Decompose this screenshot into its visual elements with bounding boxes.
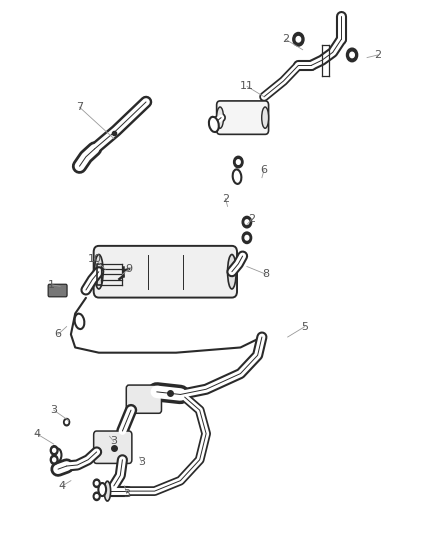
Circle shape bbox=[233, 156, 243, 168]
Ellipse shape bbox=[233, 169, 241, 184]
Text: 11: 11 bbox=[240, 82, 254, 91]
Circle shape bbox=[93, 492, 100, 500]
Ellipse shape bbox=[104, 481, 111, 501]
Text: 6: 6 bbox=[55, 329, 61, 340]
Circle shape bbox=[93, 479, 100, 488]
Ellipse shape bbox=[99, 483, 106, 496]
Ellipse shape bbox=[209, 117, 219, 132]
Circle shape bbox=[245, 220, 249, 224]
Ellipse shape bbox=[217, 107, 223, 128]
FancyBboxPatch shape bbox=[94, 431, 132, 463]
Ellipse shape bbox=[95, 254, 103, 289]
Text: 9: 9 bbox=[125, 264, 132, 274]
Text: 4: 4 bbox=[59, 481, 66, 491]
Circle shape bbox=[296, 37, 300, 42]
Circle shape bbox=[53, 458, 56, 462]
FancyBboxPatch shape bbox=[126, 385, 162, 413]
Circle shape bbox=[64, 418, 70, 426]
Text: 5: 5 bbox=[301, 321, 308, 332]
Text: 3: 3 bbox=[138, 457, 145, 467]
Text: 3: 3 bbox=[123, 489, 130, 499]
Text: 4: 4 bbox=[33, 429, 40, 439]
Circle shape bbox=[293, 33, 304, 46]
Circle shape bbox=[237, 160, 240, 164]
Circle shape bbox=[50, 446, 58, 455]
Text: 3: 3 bbox=[110, 437, 117, 447]
Circle shape bbox=[50, 455, 58, 464]
Circle shape bbox=[95, 495, 98, 498]
Text: 2: 2 bbox=[374, 50, 381, 60]
Ellipse shape bbox=[54, 449, 61, 462]
Text: 3: 3 bbox=[50, 405, 57, 415]
Text: 1: 1 bbox=[48, 280, 55, 290]
Ellipse shape bbox=[262, 107, 268, 128]
Circle shape bbox=[53, 448, 56, 452]
Circle shape bbox=[95, 482, 98, 485]
Circle shape bbox=[245, 236, 249, 240]
Circle shape bbox=[242, 216, 251, 228]
Circle shape bbox=[346, 48, 358, 62]
Circle shape bbox=[350, 52, 354, 58]
Circle shape bbox=[65, 421, 68, 424]
Ellipse shape bbox=[228, 254, 236, 289]
Text: 10: 10 bbox=[88, 254, 102, 264]
Text: 2: 2 bbox=[222, 193, 229, 204]
Text: 7: 7 bbox=[76, 102, 83, 112]
FancyBboxPatch shape bbox=[94, 246, 237, 297]
Text: 8: 8 bbox=[263, 269, 270, 279]
Text: 6: 6 bbox=[261, 165, 268, 175]
FancyBboxPatch shape bbox=[217, 101, 268, 134]
Circle shape bbox=[242, 232, 251, 244]
FancyBboxPatch shape bbox=[48, 284, 67, 297]
Text: 2: 2 bbox=[282, 34, 289, 44]
Text: 2: 2 bbox=[247, 214, 255, 224]
Ellipse shape bbox=[74, 313, 85, 329]
